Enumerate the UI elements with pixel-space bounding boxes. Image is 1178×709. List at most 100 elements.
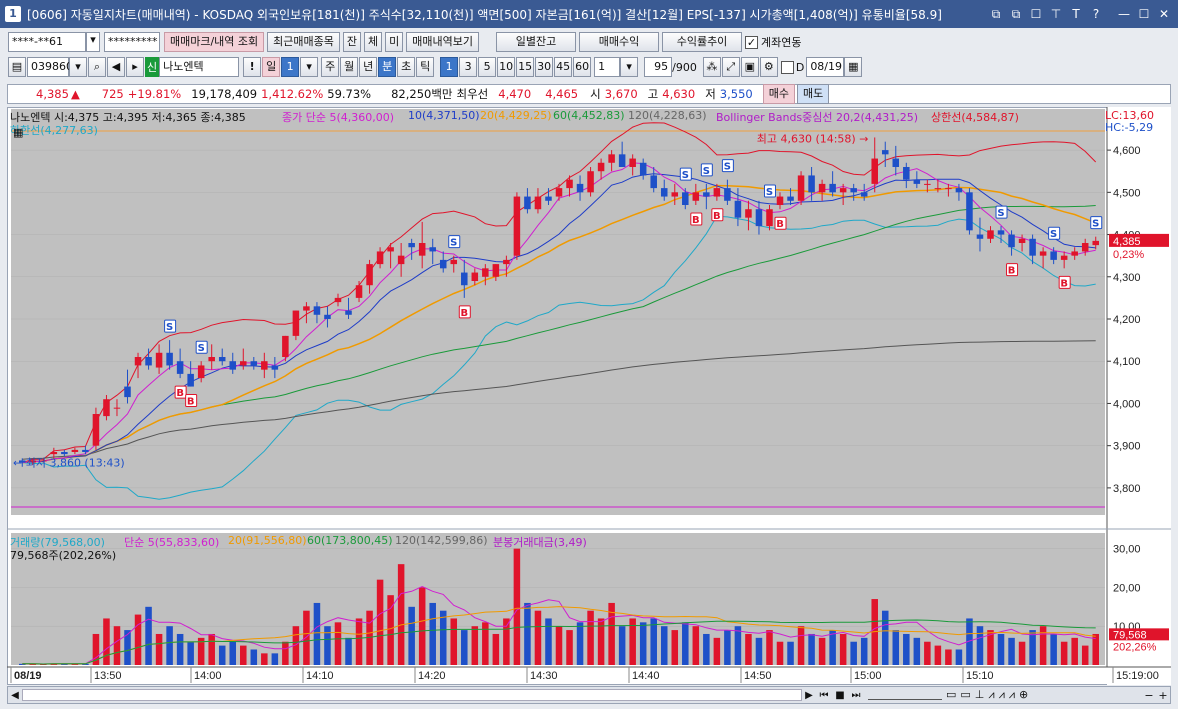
stock-name-field[interactable]: 나노엔텍 bbox=[159, 57, 240, 77]
turnover-rate: 59.73% bbox=[327, 87, 372, 101]
period-year-button[interactable]: 년 bbox=[359, 57, 378, 77]
drawing-tools-icon[interactable]: ▭▭⊥⩘⩘⩘⊕ bbox=[946, 688, 1033, 701]
draw-tool-icon[interactable]: ⤢ bbox=[721, 57, 740, 77]
candle-body bbox=[103, 399, 110, 417]
menu-icon[interactable]: ▤ bbox=[8, 57, 26, 77]
minute-30-button[interactable]: 30 bbox=[535, 57, 554, 77]
cascade-icon[interactable]: ⧉ bbox=[1011, 7, 1021, 21]
period-day-button[interactable]: 일 bbox=[262, 57, 281, 77]
volume-bar bbox=[197, 637, 205, 665]
password-input[interactable]: ********* bbox=[104, 32, 160, 52]
return-trend-button[interactable]: 수익률추이 bbox=[662, 32, 743, 52]
help-icon[interactable]: ? bbox=[1092, 7, 1100, 21]
date-input[interactable]: 08/19 bbox=[806, 57, 845, 77]
buy-mark: B bbox=[713, 211, 721, 222]
stop-icon[interactable]: ■ bbox=[835, 689, 845, 701]
account-dropdown-icon[interactable]: ▾ bbox=[86, 32, 100, 52]
filled-button[interactable]: 체 bbox=[364, 32, 383, 52]
minute-5-button[interactable]: 5 bbox=[478, 57, 497, 77]
period-minute-button[interactable]: 분 bbox=[378, 57, 397, 77]
trade-history-button[interactable]: 매매내역보기 bbox=[406, 32, 480, 52]
candle-body bbox=[650, 175, 657, 189]
link-window-icon[interactable]: ⧉ bbox=[991, 7, 1001, 21]
minute-60-button[interactable]: 60 bbox=[573, 57, 592, 77]
volume-bar bbox=[618, 626, 626, 665]
candle-body bbox=[92, 414, 100, 446]
candle-body bbox=[955, 188, 963, 193]
zoom-slider[interactable] bbox=[868, 690, 942, 700]
period-week-button[interactable]: 주 bbox=[321, 57, 340, 77]
window-size-icon[interactable]: ☐ bbox=[1030, 7, 1042, 21]
stock-code-input[interactable]: 039860 bbox=[27, 57, 73, 77]
speaker-icon[interactable]: ◀ bbox=[107, 57, 125, 77]
period-dropdown-icon[interactable]: ▾ bbox=[300, 57, 319, 77]
candle-body bbox=[40, 460, 47, 462]
chart-svg[interactable]: 4,6004,5004,4004,3004,2004,1004,0003,900… bbox=[7, 107, 1171, 685]
period-month-button[interactable]: 월 bbox=[340, 57, 359, 77]
volume-bar bbox=[682, 622, 689, 665]
buy-button[interactable]: 매수 bbox=[762, 84, 795, 104]
minute-3-button[interactable]: 3 bbox=[459, 57, 478, 77]
save-icon[interactable]: ▣ bbox=[740, 57, 759, 77]
alert-icon[interactable]: ! bbox=[243, 57, 262, 77]
trade-profit-button[interactable]: 매매수익 bbox=[579, 32, 660, 52]
recent-trades-button[interactable]: 최근매매종목 bbox=[267, 32, 340, 52]
ma5-legend: 종가 단순 5(4,360,00) bbox=[282, 111, 395, 124]
period-day-count[interactable]: 1 bbox=[281, 57, 300, 77]
candle-body bbox=[1029, 238, 1036, 256]
grid-toggle-icon[interactable]: ▦ bbox=[13, 126, 24, 139]
minute-1-button[interactable]: 1 bbox=[440, 57, 459, 77]
volume-bar bbox=[124, 630, 131, 665]
account-link-checkbox[interactable]: ✓ bbox=[745, 35, 759, 49]
candle-body bbox=[945, 188, 952, 190]
code-dropdown-icon[interactable]: ▾ bbox=[69, 57, 87, 77]
minute-45-button[interactable]: 45 bbox=[554, 57, 573, 77]
maximize-button[interactable]: ☐ bbox=[1138, 7, 1150, 21]
zoom-in-icon[interactable]: + bbox=[1158, 688, 1168, 702]
volume-bar bbox=[461, 630, 468, 665]
prev-icon[interactable]: ▸ bbox=[126, 57, 144, 77]
volume-bar bbox=[271, 653, 279, 665]
zoom-out-icon[interactable]: − bbox=[1144, 688, 1154, 702]
count-input[interactable]: 95 bbox=[644, 57, 673, 77]
search-icon[interactable]: ⌕ bbox=[88, 57, 106, 77]
scroll-right-icon[interactable]: ▶ bbox=[805, 689, 813, 701]
indicator-icon[interactable]: ⁂ bbox=[702, 57, 721, 77]
font-icon[interactable]: T bbox=[1072, 7, 1080, 21]
close-button[interactable]: ✕ bbox=[1158, 7, 1170, 21]
daily-balance-button[interactable]: 일별잔고 bbox=[496, 32, 577, 52]
volume-bar bbox=[976, 626, 984, 665]
calendar-icon[interactable]: ▦ bbox=[844, 57, 863, 77]
settings-gear-icon[interactable]: ⚙ bbox=[759, 57, 778, 77]
scroll-bar[interactable]: ◀ ▶ ⏮ ■ ⏭ ▭▭⊥⩘⩘⩘⊕ − + bbox=[7, 686, 1171, 704]
volume-bar bbox=[808, 633, 815, 665]
minute-10-button[interactable]: 10 bbox=[497, 57, 516, 77]
price-tick-label: 4,000 bbox=[1113, 398, 1141, 410]
volume-bar bbox=[187, 641, 194, 665]
scroll-left-icon[interactable]: ◀ bbox=[11, 689, 19, 701]
candle-body bbox=[903, 167, 910, 180]
account-input[interactable]: ****-**61 bbox=[8, 32, 86, 52]
rewind-icon[interactable]: ⏮ bbox=[819, 689, 829, 701]
high-label: 고 bbox=[647, 87, 659, 101]
pin-top-icon[interactable]: ⊤ bbox=[1050, 7, 1062, 21]
period-second-button[interactable]: 초 bbox=[397, 57, 416, 77]
volume-bar bbox=[1081, 645, 1089, 665]
app-icon: 1 bbox=[5, 6, 21, 22]
trade-mark-query-button[interactable]: 매매마크/내역 조회 bbox=[164, 32, 265, 52]
candle-body bbox=[871, 158, 878, 184]
balance-button[interactable]: 잔 bbox=[342, 32, 362, 52]
period-tick-button[interactable]: 틱 bbox=[416, 57, 435, 77]
step-dropdown-icon[interactable]: ▾ bbox=[620, 57, 639, 77]
minute-15-button[interactable]: 15 bbox=[516, 57, 535, 77]
vol-ma120-legend: 120(142,599,86) bbox=[395, 534, 488, 547]
scroll-track[interactable] bbox=[22, 689, 802, 701]
sell-button[interactable]: 매도 bbox=[796, 84, 830, 104]
best-ask: 4,470 bbox=[498, 87, 532, 101]
date-checkbox[interactable] bbox=[780, 60, 794, 74]
minimize-button[interactable]: — bbox=[1118, 7, 1130, 21]
volume-bar bbox=[608, 602, 615, 665]
fast-forward-icon[interactable]: ⏭ bbox=[851, 689, 861, 701]
step-input[interactable]: 1 bbox=[594, 57, 621, 77]
unfilled-button[interactable]: 미 bbox=[385, 32, 404, 52]
